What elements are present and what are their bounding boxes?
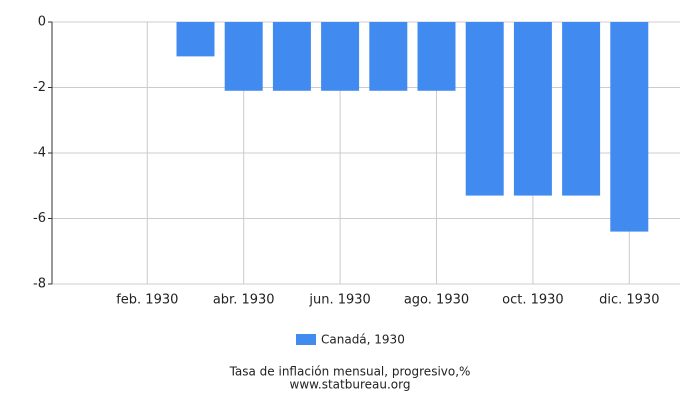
y-tick-label: -2 xyxy=(33,80,46,95)
bar xyxy=(610,22,649,232)
chart-title: Tasa de inflación mensual, progresivo,% xyxy=(229,365,471,379)
legend-swatch xyxy=(296,334,316,345)
x-tick-label: oct. 1930 xyxy=(502,293,564,308)
bar xyxy=(513,22,552,196)
x-tick-label: jun. 1930 xyxy=(308,293,370,308)
x-tick-label: abr. 1930 xyxy=(213,293,275,308)
y-tick-label: -6 xyxy=(33,211,46,226)
x-tick-label: dic. 1930 xyxy=(599,293,659,308)
bar xyxy=(369,22,408,91)
bar xyxy=(272,22,311,91)
y-tick-label: -8 xyxy=(33,277,46,292)
bar xyxy=(176,22,215,57)
bar xyxy=(465,22,504,196)
x-tick-label: ago. 1930 xyxy=(404,293,469,308)
y-tick-label: 0 xyxy=(38,15,46,30)
bar xyxy=(562,22,601,196)
bar xyxy=(321,22,360,91)
x-tick-label: feb. 1930 xyxy=(116,293,178,308)
chart-subtitle: www.statbureau.org xyxy=(290,378,411,392)
bar xyxy=(417,22,456,91)
y-tick-label: -4 xyxy=(33,146,46,161)
legend-label: Canadá, 1930 xyxy=(321,333,405,347)
bar xyxy=(224,22,263,91)
